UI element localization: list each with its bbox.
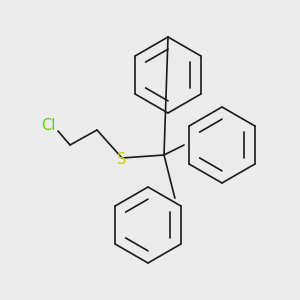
Text: S: S [117,152,127,166]
Text: Cl: Cl [41,118,55,133]
